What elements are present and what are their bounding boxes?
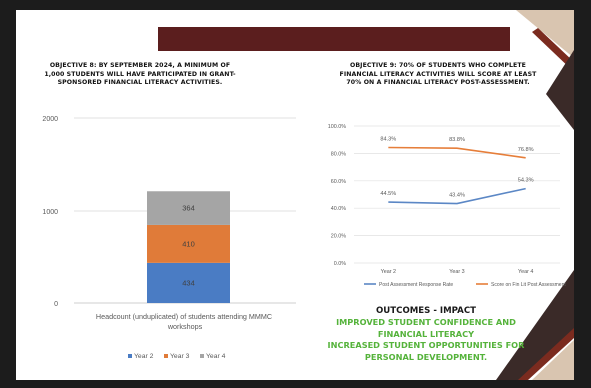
obj8-bar-label-2: 410 xyxy=(182,239,195,248)
obj8-tick-2000: 2000 xyxy=(42,116,58,123)
obj9-ytick-5: 100.0% xyxy=(328,124,346,130)
obj9-xtick-0: Year 2 xyxy=(381,269,396,275)
outcomes-line-3: increased student opportunities for xyxy=(327,340,525,350)
deco-dark-wedge xyxy=(496,270,574,380)
obj8-bar-segment-1 xyxy=(147,262,230,303)
obj9-legend-label-2: Score on Fin Lit Post Assessment xyxy=(491,282,566,288)
outcomes-block: OUTCOMES - IMPACT Improved student confi… xyxy=(322,306,530,363)
deco-dark-chevron xyxy=(546,50,574,130)
obj9-data-label-1-3: 54.3% xyxy=(518,178,534,184)
obj9-data-label-2-2: 83.8% xyxy=(449,137,465,143)
objective8-title: Objective 8: By September 2024, a minimu… xyxy=(44,62,236,87)
outcomes-line-4: personal development. xyxy=(364,351,488,362)
obj8-bar-label-1: 434 xyxy=(182,278,195,287)
objective9-chart: 0.0% 20.0% 40.0% 60.0% 80.0% 100.0% Year 2 Year… xyxy=(328,124,566,288)
obj8-legend-swatch-3 xyxy=(200,354,204,358)
obj9-series-line-1 xyxy=(388,187,526,205)
deco-rust-stripe xyxy=(532,28,574,72)
corner-decoration-bottom xyxy=(496,270,574,380)
header-bar xyxy=(158,27,510,51)
obj9-ytick-3: 60.0% xyxy=(331,179,346,185)
obj9-data-label-1-2: 43.4% xyxy=(449,193,465,199)
objective8-chart: 2000 1000 0 434 410 364 Headcount (undupli… xyxy=(42,116,296,360)
obj8-legend-label-1: Year 2 xyxy=(134,353,154,360)
obj9-data-label-2-1: 84.3% xyxy=(380,137,396,143)
obj8-tick-1000: 1000 xyxy=(42,209,58,216)
outcomes-line-1: Improved student confidence and xyxy=(336,317,516,327)
obj9-lines: 44.5% 43.4% 54.3% 84.3% 83.8% 76.8% xyxy=(380,137,534,205)
obj9-ytick-0: 0.0% xyxy=(334,261,346,267)
obj8-legend-swatch-2 xyxy=(164,354,168,358)
obj8-legend-swatch-1 xyxy=(128,354,132,358)
obj9-series-line-2 xyxy=(388,146,526,159)
obj8-legend-label-2: Year 3 xyxy=(170,353,190,360)
obj9-grid: 0.0% 20.0% 40.0% 60.0% 80.0% 100.0% Year 2 Year… xyxy=(328,124,560,275)
obj9-ytick-2: 40.0% xyxy=(331,206,346,212)
obj8-category-line1: Headcount (unduplicated) of students att… xyxy=(96,312,272,321)
deco-beige-triangle xyxy=(516,10,574,58)
obj9-data-label-2-3: 76.8% xyxy=(518,147,534,153)
obj8-legend: Year 2 Year 3 Year 4 xyxy=(128,353,226,360)
deco-beige-bottom xyxy=(532,340,574,380)
obj8-tick-0: 0 xyxy=(54,301,58,308)
deco-rust-bottom xyxy=(518,328,574,380)
obj9-data-label-1-1: 44.5% xyxy=(380,191,396,197)
obj9-xtick-1: Year 3 xyxy=(449,269,464,275)
obj8-bar-label-3: 364 xyxy=(182,204,195,213)
outcomes-line-2: financial literacy xyxy=(377,328,475,339)
obj8-bar-segment-3 xyxy=(147,191,230,225)
obj9-xtick-2: Year 4 xyxy=(518,269,533,275)
obj9-legend: Post Assessment Response Rate Score on Fi… xyxy=(364,282,566,288)
obj8-category-line2: workshops xyxy=(167,322,203,331)
obj8-category-label: Headcount (unduplicated) of students att… xyxy=(96,312,274,331)
slide: Objective 8: By September 2024, a minimu… xyxy=(16,10,574,380)
obj9-ytick-1: 20.0% xyxy=(331,234,346,240)
corner-decoration-top xyxy=(516,10,574,130)
obj9-legend-label-1: Post Assessment Response Rate xyxy=(379,282,453,288)
objective9-title: Objective 9: 70% of students who complet… xyxy=(339,62,537,87)
outcomes-heading: OUTCOMES - IMPACT xyxy=(376,306,476,316)
obj9-ytick-4: 80.0% xyxy=(331,151,346,157)
obj8-bar-segment-2 xyxy=(147,224,230,263)
obj8-bars: 434 410 364 xyxy=(147,191,230,303)
obj8-legend-label-3: Year 4 xyxy=(206,353,226,360)
